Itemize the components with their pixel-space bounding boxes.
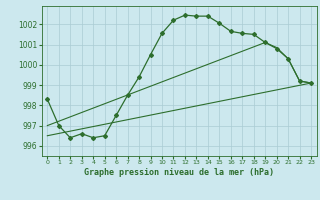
X-axis label: Graphe pression niveau de la mer (hPa): Graphe pression niveau de la mer (hPa)	[84, 168, 274, 177]
